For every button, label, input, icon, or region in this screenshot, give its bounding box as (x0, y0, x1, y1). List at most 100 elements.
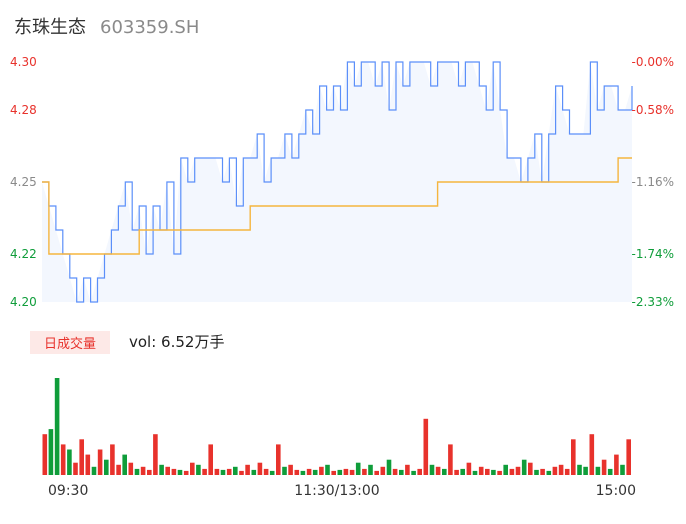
volume-bar (540, 468, 545, 475)
volume-bar (306, 468, 312, 475)
volume-bar (435, 466, 441, 475)
price-tick-label: 4.30 (10, 55, 37, 69)
pct-tick-label: -0.58% (632, 103, 674, 117)
volume-bar (485, 468, 490, 475)
price-line (42, 61, 633, 303)
volume-bar (140, 466, 146, 475)
volume-bar (392, 468, 398, 475)
volume-bar (251, 469, 257, 475)
volume-bar (294, 469, 300, 475)
volume-bar (288, 464, 293, 475)
volume-bar (491, 469, 496, 475)
price-tick-label: 4.25 (10, 175, 37, 189)
volume-bar (239, 470, 244, 475)
volume-bar (48, 429, 54, 475)
volume-bar (233, 466, 238, 475)
volume-bar (429, 464, 435, 475)
time-tick-layer: 09:30 11:30/13:00 15:00 (48, 483, 636, 499)
volume-bar (355, 462, 361, 475)
volume-bar (472, 470, 478, 475)
volume-bar (448, 444, 453, 475)
volume-bar (312, 469, 318, 475)
volume-bar (509, 468, 515, 475)
volume-bar (564, 468, 570, 475)
volume-bar (196, 464, 201, 475)
volume-bar (374, 470, 379, 475)
price-tick-label: 4.28 (10, 103, 37, 117)
volume-bar (460, 468, 465, 475)
volume-bar (337, 469, 343, 475)
price-area-layer (42, 61, 633, 303)
volume-bar (269, 470, 275, 475)
volume-bar (245, 464, 250, 475)
volume-bar (165, 466, 170, 475)
volume-bar (91, 466, 97, 475)
volume-bars-layer (42, 378, 631, 475)
volume-bar (343, 468, 349, 475)
volume-bar (589, 434, 595, 475)
volume-bar (405, 464, 410, 475)
volume-bar (85, 454, 91, 475)
volume-bar (97, 449, 103, 475)
volume-bar (380, 466, 386, 475)
volume-bar (331, 470, 336, 475)
volume-bar (607, 468, 613, 475)
volume-bar (595, 466, 601, 475)
volume-bar (300, 470, 306, 475)
volume-bar (386, 459, 392, 475)
volume-bar (122, 454, 127, 475)
volume-bar (153, 434, 158, 475)
volume-bar (497, 470, 502, 475)
volume-bar (42, 434, 48, 475)
volume-bar (325, 464, 330, 475)
volume-bar (159, 464, 164, 475)
pct-tick-label: -2.33% (632, 295, 674, 309)
volume-readout: vol: 6.52万手 (129, 333, 225, 351)
time-tick-label: 11:30/13:00 (294, 483, 379, 499)
volume-bar (214, 468, 220, 475)
volume-bar (110, 444, 115, 475)
volume-bar (601, 459, 607, 475)
volume-bar (620, 464, 625, 475)
volume-bar (226, 468, 232, 475)
volume-bar (263, 468, 269, 475)
volume-bar (362, 468, 367, 475)
volume-bar (282, 466, 287, 475)
volume-bar (202, 468, 207, 475)
volume-bar (368, 464, 373, 475)
volume-bar (171, 468, 177, 475)
volume-bar (521, 459, 527, 475)
volume-bar (571, 439, 576, 475)
price-area-fill (42, 62, 632, 302)
volume-bar (67, 449, 72, 475)
pct-tick-label: -1.16% (632, 175, 674, 189)
volume-bar (466, 462, 472, 475)
price-tick-label: 4.20 (10, 295, 37, 309)
time-tick-label: 15:00 (596, 483, 636, 499)
price-tick-label: 4.22 (10, 247, 37, 261)
volume-bar (190, 462, 195, 475)
volume-bar (411, 470, 416, 475)
volume-bar (528, 462, 533, 475)
volume-bar (73, 462, 78, 475)
volume-bar (583, 466, 588, 475)
volume-bar (104, 459, 109, 475)
volume-bar (442, 468, 447, 475)
volume-bar (208, 444, 213, 475)
volume-bar (276, 444, 281, 475)
volume-bar (54, 378, 60, 475)
volume-bar (577, 464, 582, 475)
price-tick-layer: 4.30 -0.00% 4.28 -0.58% 4.25 -1.16% 4.22 -1.74%… (10, 55, 674, 309)
volume-bar (349, 469, 355, 475)
volume-bar (177, 469, 183, 475)
volume-bar (257, 462, 263, 475)
volume-bar (134, 468, 140, 475)
volume-bar (116, 464, 121, 475)
volume-tab[interactable]: 日成交量 (30, 331, 110, 354)
time-tick-label: 09:30 (48, 483, 88, 499)
average-price-line (42, 157, 632, 255)
volume-bar (220, 469, 226, 475)
stock-header: 东珠生态 603359.SH (14, 13, 199, 39)
stock-name: 东珠生态 (14, 17, 86, 38)
